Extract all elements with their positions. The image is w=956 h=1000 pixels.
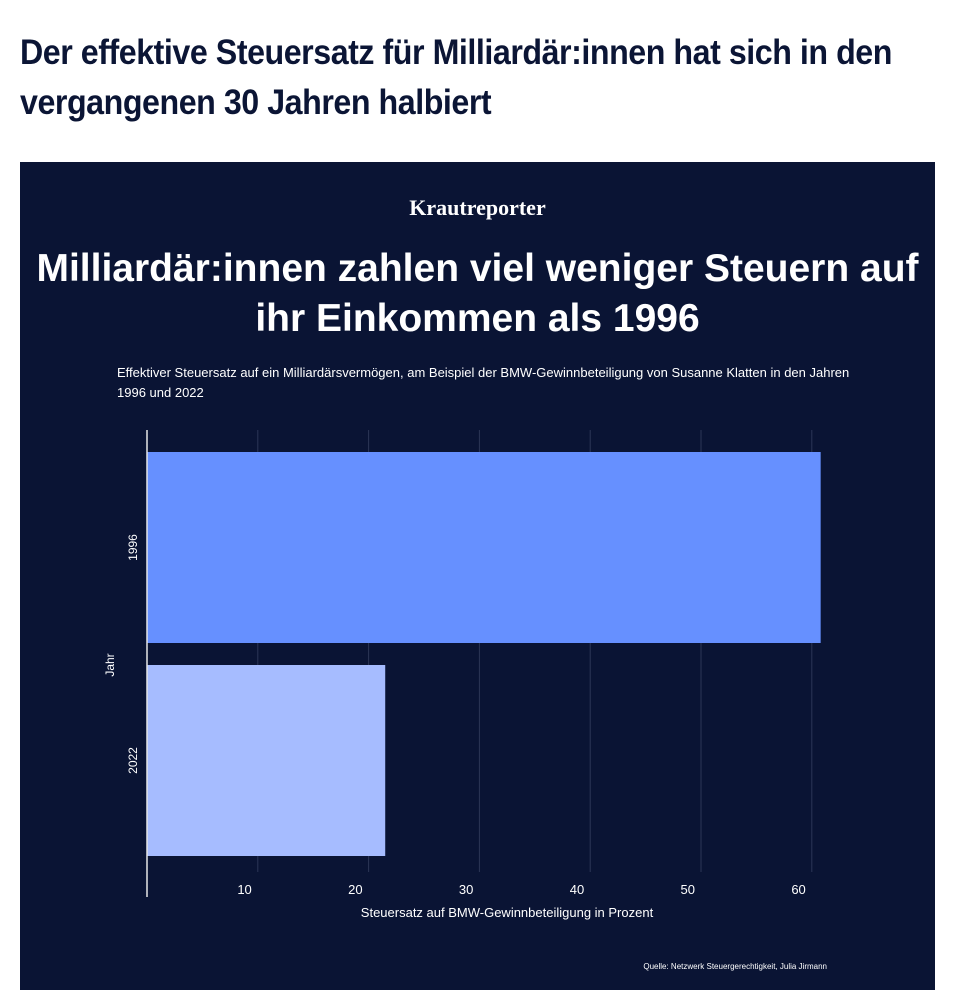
y-axis-label: Jahr [103,653,117,676]
chart-title: Milliardär:innen zahlen viel weniger Ste… [36,247,919,340]
chart-subtitle: Effektiver Steuersatz auf ein Milliardär… [117,365,850,400]
chart-panel: Krautreporter Milliardär:innen zahlen vi… [20,162,935,990]
bar-2022 [147,665,386,856]
x-tick-label: 50 [681,882,695,897]
bar-chart: 10 20 30 40 50 60 1996 2022 Jahr Steuersatz auf B… [103,430,821,920]
y-tick-label: 2022 [126,747,140,774]
bar-1996 [147,452,821,643]
source-note: Quelle: Netzwerk Steuergerechtigkeit, Ju… [643,962,827,971]
x-tick-label: 30 [459,882,473,897]
x-tick-label: 20 [348,882,362,897]
x-tick-label: 60 [791,882,805,897]
x-axis-label: Steuersatz auf BMW-Gewinnbeteiligung in … [361,905,654,920]
krautreporter-logo: Krautreporter [409,195,546,220]
x-tick-label: 10 [237,882,251,897]
y-tick-label: 1996 [126,534,140,561]
page-headline: Der effektive Steuersatz für Milliardär:… [20,33,892,122]
x-tick-label: 40 [570,882,584,897]
